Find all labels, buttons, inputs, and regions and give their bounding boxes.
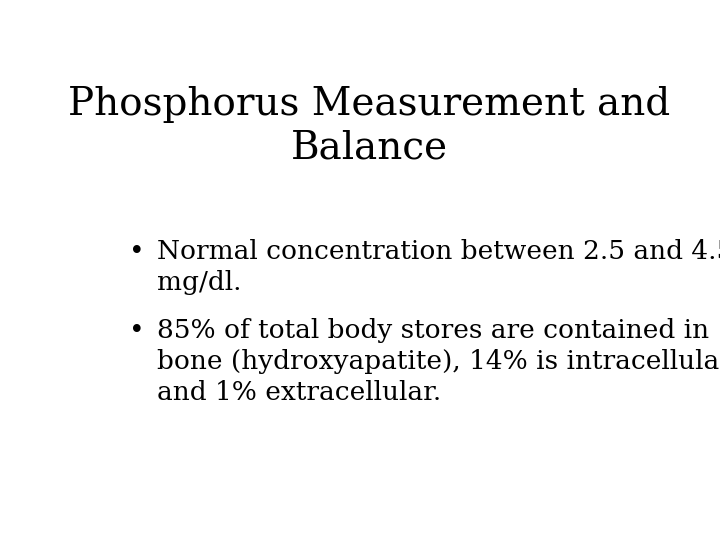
Text: Normal concentration between 2.5 and 4.5
mg/dl.: Normal concentration between 2.5 and 4.5… [157, 239, 720, 295]
Text: 85% of total body stores are contained in
bone (hydroxyapatite), 14% is intracel: 85% of total body stores are contained i… [157, 319, 720, 406]
Text: •: • [129, 239, 145, 265]
Text: •: • [129, 319, 145, 343]
Text: Phosphorus Measurement and
Balance: Phosphorus Measurement and Balance [68, 85, 670, 167]
